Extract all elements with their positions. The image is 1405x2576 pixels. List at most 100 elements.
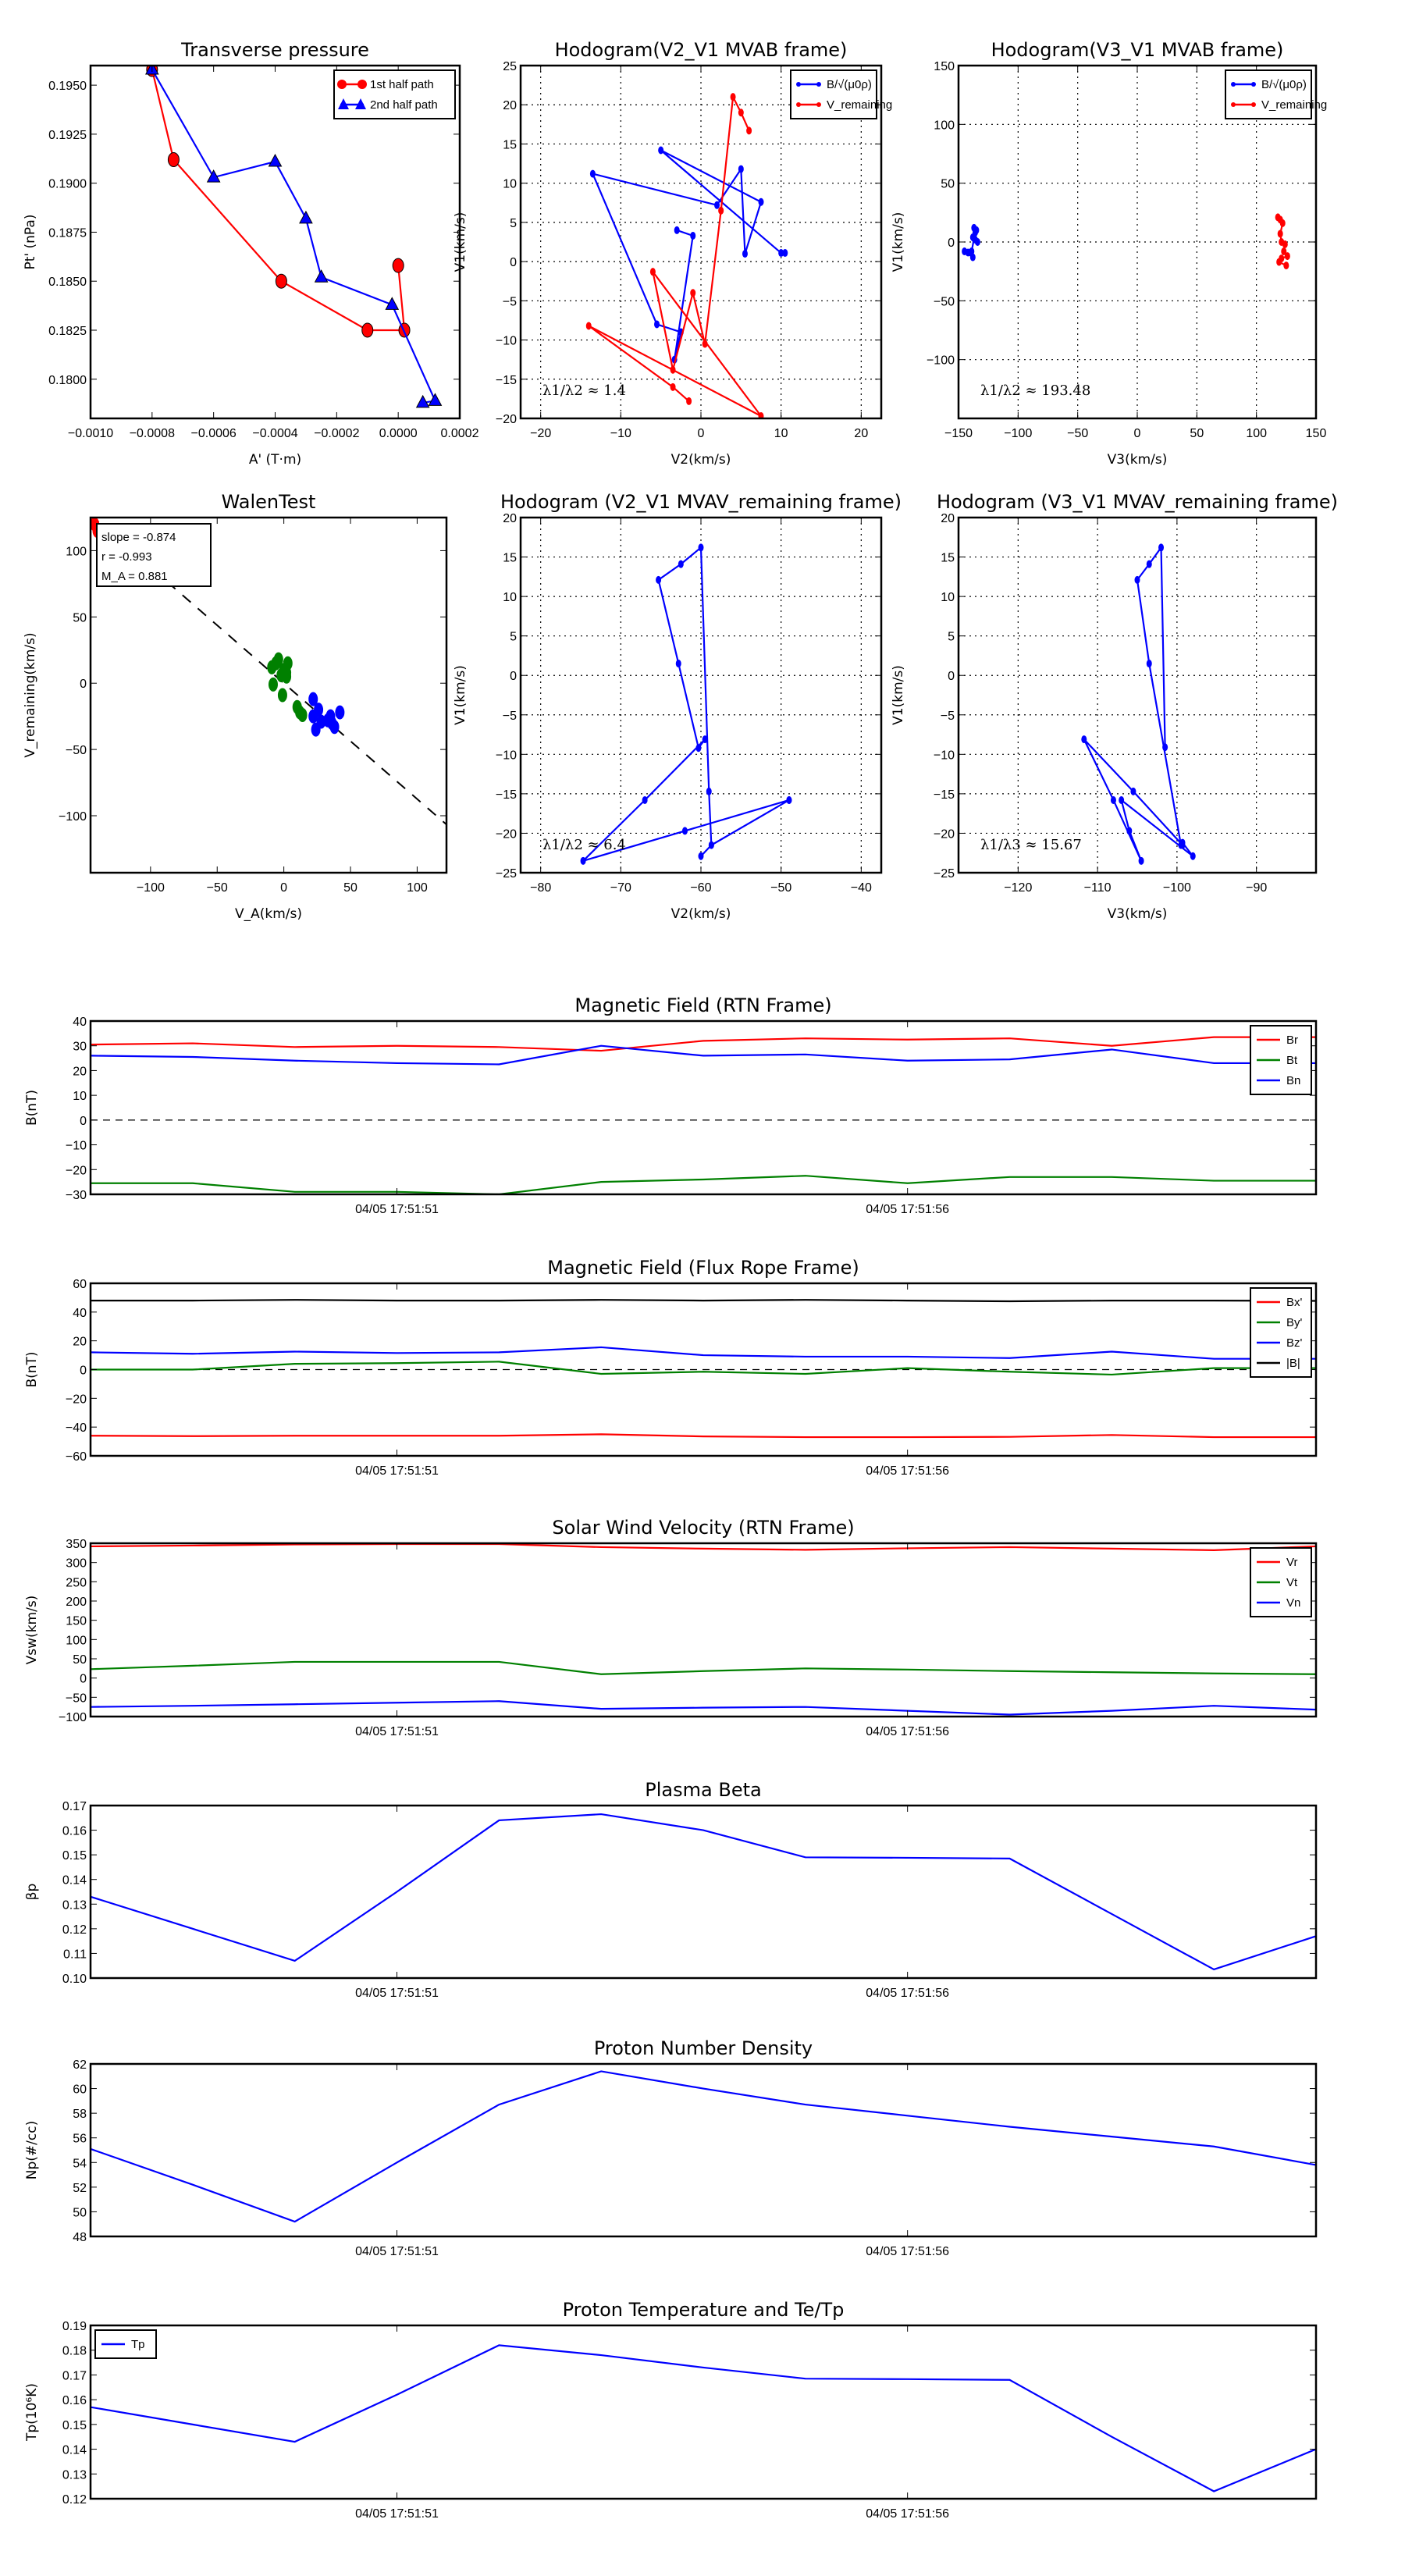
x-tick-label: 20 <box>854 427 868 440</box>
data-point <box>656 575 662 584</box>
data-point <box>718 206 724 215</box>
y-tick-label: 0.17 <box>62 2369 87 2382</box>
walen-fit-line <box>91 518 446 826</box>
y-tick-label: 0.1800 <box>48 374 87 387</box>
legend-label: Tp <box>131 2338 145 2351</box>
legend-label: Bt <box>1286 1054 1298 1067</box>
series-v-remaining <box>585 93 764 418</box>
chart-title: Transverse pressure <box>180 39 369 61</box>
x-axis-label: A' (T·m) <box>249 452 301 468</box>
data-point <box>1119 795 1125 804</box>
data-point <box>1276 258 1282 266</box>
data-point <box>1158 543 1165 552</box>
legend-marker <box>338 98 349 109</box>
y-tick-label: 10 <box>503 591 517 604</box>
legend-label: V_remaining <box>1261 98 1327 112</box>
legend-marker <box>796 102 801 107</box>
legend: Tp <box>94 2329 157 2359</box>
data-point <box>670 365 676 374</box>
legend: Br Bt Bn <box>1250 1025 1312 1095</box>
magnetic-field-rtn-chart: 04/05 17:51:51 04/05 17:51:56 −30 −20 −10 0 10… <box>24 994 1318 1216</box>
data-point <box>642 795 648 804</box>
data-point <box>681 827 688 835</box>
data-point <box>308 692 318 706</box>
x-tick-label: 04/05 17:51:51 <box>355 1987 439 2000</box>
y-tick-label: 0.18 <box>62 2345 87 2358</box>
x-tick-label: 0.0000 <box>379 427 418 440</box>
x-tick-label: −150 <box>944 427 973 440</box>
y-tick-label: 5 <box>948 631 955 644</box>
legend: Bx' By' Bz' |B| <box>1250 1287 1312 1378</box>
data-point <box>275 273 287 289</box>
y-tick-label: 40 <box>73 1307 87 1320</box>
y-axis-label: Np(#/cc) <box>24 2121 40 2179</box>
data-point <box>778 249 784 258</box>
series-green <box>267 652 308 722</box>
legend: B/√(μ0ρ) V_remaining <box>1225 69 1327 119</box>
series-br <box>91 1036 1316 1052</box>
legend-label: B/√(μ0ρ) <box>827 78 872 91</box>
y-tick-label: −15 <box>496 374 517 387</box>
series-beta <box>91 1813 1316 1971</box>
y-tick-label: 20 <box>941 512 955 525</box>
x-tick-label: −40 <box>851 881 872 895</box>
y-tick-label: 10 <box>73 1090 87 1103</box>
data-point <box>1277 229 1283 238</box>
series-line <box>91 1175 1316 1194</box>
data-point <box>273 652 283 667</box>
data-point <box>1134 575 1140 584</box>
data-point <box>702 340 708 348</box>
data-point <box>742 250 748 258</box>
y-tick-label: 10 <box>503 178 517 191</box>
y-tick-label: 0 <box>80 1673 87 1686</box>
chart-title: WalenTest <box>222 491 316 513</box>
y-tick-label: 250 <box>66 1576 87 1589</box>
y-tick-label: 0 <box>948 670 955 683</box>
series-line <box>591 149 785 360</box>
series-line <box>91 1361 1316 1376</box>
data-point <box>698 543 704 552</box>
series-b-0- <box>589 146 788 364</box>
chart-title: Plasma Beta <box>645 1779 761 1801</box>
legend-frame <box>333 69 456 119</box>
data-point <box>675 660 681 668</box>
y-tick-label: 0.1900 <box>48 178 87 191</box>
y-tick-label: 0.1825 <box>48 325 87 338</box>
y-tick-label: 20 <box>503 99 517 112</box>
y-tick-label: 0 <box>510 670 517 683</box>
y-tick-label: −50 <box>66 744 87 757</box>
legend-label: |B| <box>1286 1357 1300 1370</box>
axes-frame <box>89 1542 1318 1718</box>
y-tick-label: 0.10 <box>62 1973 87 1986</box>
data-point <box>973 226 980 234</box>
y-axis-label: Vsw(km/s) <box>24 1596 40 1665</box>
y-tick-label: 0.1950 <box>48 80 87 93</box>
x-axis-label: V3(km/s) <box>1108 452 1168 468</box>
series-v-remaining <box>1275 213 1290 270</box>
x-tick-label: 10 <box>774 427 788 440</box>
stats-line: r = -0.993 <box>101 550 152 564</box>
legend-marker <box>816 102 821 107</box>
y-tick-label: 0 <box>80 678 87 691</box>
y-tick-label: 0.13 <box>62 1898 87 1912</box>
legend-label: Bz' <box>1286 1336 1303 1350</box>
data-point <box>308 709 318 724</box>
data-point <box>758 197 764 206</box>
data-point <box>1279 219 1286 227</box>
series-line <box>91 1700 1316 1716</box>
y-tick-label: 0.14 <box>62 1874 87 1888</box>
y-tick-label: 50 <box>73 1653 87 1667</box>
stats-line: M_A = 0.881 <box>101 570 168 583</box>
data-point <box>314 269 329 283</box>
series-vn <box>91 1700 1316 1716</box>
y-tick-label: 300 <box>66 1557 87 1571</box>
data-point <box>392 258 404 273</box>
series-bx- <box>91 1433 1316 1439</box>
y-tick-label: −100 <box>59 810 87 824</box>
y-tick-label: −25 <box>496 867 517 881</box>
y-tick-label: 0.12 <box>62 2493 87 2507</box>
data-point <box>268 153 283 167</box>
data-point <box>714 201 720 209</box>
stats-box-frame <box>96 523 212 587</box>
x-tick-label: 04/05 17:51:51 <box>355 1203 439 1216</box>
